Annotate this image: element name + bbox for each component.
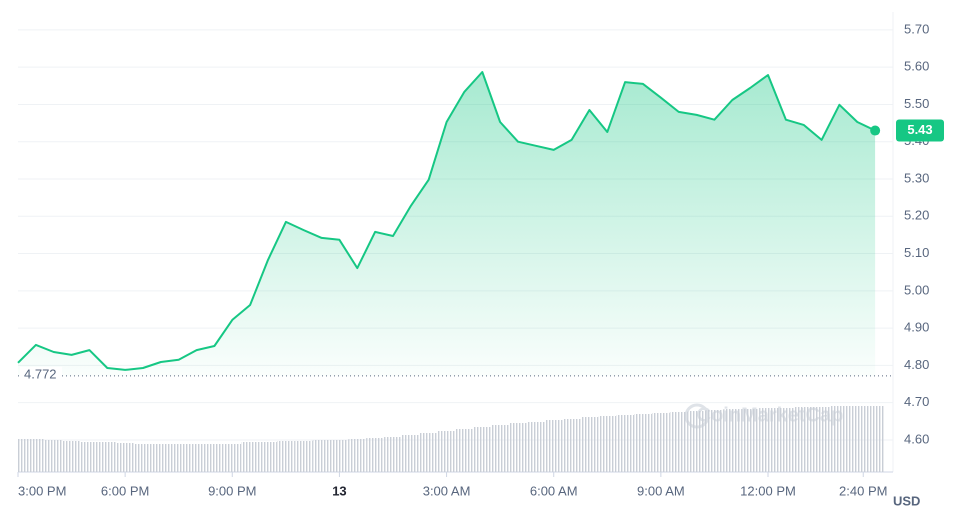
volume-bar bbox=[419, 433, 438, 472]
volume-bar bbox=[134, 444, 152, 472]
x-tick-label: 13 bbox=[332, 483, 346, 498]
y-tick-label: 5.00 bbox=[904, 282, 929, 297]
volume-bar bbox=[562, 419, 581, 472]
volume-bar bbox=[776, 408, 795, 472]
last-point bbox=[870, 125, 881, 136]
volume-bar bbox=[205, 444, 224, 472]
volume-bar bbox=[294, 441, 313, 472]
volume-bar bbox=[544, 420, 563, 472]
y-tick-label: 4.80 bbox=[904, 357, 929, 372]
reference-label-bg bbox=[20, 366, 62, 383]
volume-bar bbox=[812, 407, 831, 472]
volume-bar bbox=[473, 427, 492, 472]
volume-bar bbox=[401, 435, 420, 472]
volume-bar bbox=[848, 406, 867, 472]
volume-bar bbox=[62, 441, 81, 472]
volume-bar bbox=[830, 406, 849, 472]
volume-bar bbox=[669, 412, 688, 472]
volume-bar bbox=[384, 437, 402, 472]
y-tick-label: 4.60 bbox=[904, 431, 929, 446]
y-tick-label: 5.60 bbox=[904, 59, 929, 74]
volume-bar bbox=[18, 439, 27, 472]
x-tick-label: 6:00 PM bbox=[101, 483, 149, 498]
x-tick-label: 3:00 PM bbox=[18, 483, 66, 498]
volume-bar bbox=[44, 440, 63, 472]
x-tick-label: 12:00 PM bbox=[740, 483, 796, 498]
currency-label: USD bbox=[893, 493, 920, 508]
y-tick-label: 5.20 bbox=[904, 208, 929, 223]
volume-bar bbox=[312, 440, 331, 472]
volume-bar bbox=[187, 444, 206, 472]
price-area bbox=[18, 72, 876, 376]
volume-bar bbox=[794, 407, 813, 472]
volume-bar bbox=[169, 444, 188, 472]
volume-bar bbox=[330, 440, 349, 472]
y-tick-label: 4.70 bbox=[904, 394, 929, 409]
x-tick-label: 9:00 PM bbox=[208, 483, 256, 498]
volume-bar bbox=[723, 409, 742, 472]
y-tick-label: 5.30 bbox=[904, 170, 929, 185]
volume-bar bbox=[491, 425, 510, 472]
volume-bar bbox=[526, 422, 545, 472]
y-tick-label: 4.90 bbox=[904, 320, 929, 335]
volume-bar bbox=[455, 429, 474, 472]
price-tag bbox=[896, 119, 944, 142]
volume-bar bbox=[616, 415, 635, 472]
volume-bar bbox=[26, 439, 45, 472]
reference-label: 4.772 bbox=[24, 366, 57, 381]
price-line bbox=[17, 71, 876, 371]
volume-bar bbox=[348, 439, 367, 472]
x-tick-label: 2:40 PM bbox=[839, 483, 887, 498]
volume-bar bbox=[98, 442, 117, 472]
volume-bar bbox=[223, 444, 242, 472]
y-tick-label: 5.10 bbox=[904, 245, 929, 260]
volume-bar bbox=[866, 406, 885, 472]
volume-bar bbox=[580, 417, 599, 472]
volume-bar bbox=[151, 444, 170, 472]
x-tick-label: 6:00 AM bbox=[530, 483, 578, 498]
volume-bar bbox=[687, 411, 706, 472]
volume-bar bbox=[80, 442, 99, 472]
x-tick-label: 3:00 AM bbox=[423, 483, 471, 498]
volume-bar bbox=[276, 441, 295, 472]
volume-bar bbox=[759, 408, 777, 472]
volume-bar bbox=[705, 410, 724, 472]
price-tag-label: 5.43 bbox=[907, 122, 932, 137]
volume-bar bbox=[116, 443, 135, 472]
volume-bar bbox=[366, 438, 385, 472]
volume-bar bbox=[651, 413, 670, 472]
x-tick-label: 9:00 AM bbox=[637, 483, 685, 498]
y-tick-label: 5.50 bbox=[904, 96, 929, 111]
volume-bar bbox=[437, 431, 456, 472]
volume-bar bbox=[259, 442, 277, 472]
y-tick-label: 5.70 bbox=[904, 21, 929, 36]
volume-bar bbox=[509, 423, 527, 472]
volume-bar bbox=[741, 409, 760, 472]
volume-bar bbox=[241, 442, 260, 472]
volume-bar bbox=[598, 416, 617, 472]
volume-bar bbox=[634, 414, 652, 472]
